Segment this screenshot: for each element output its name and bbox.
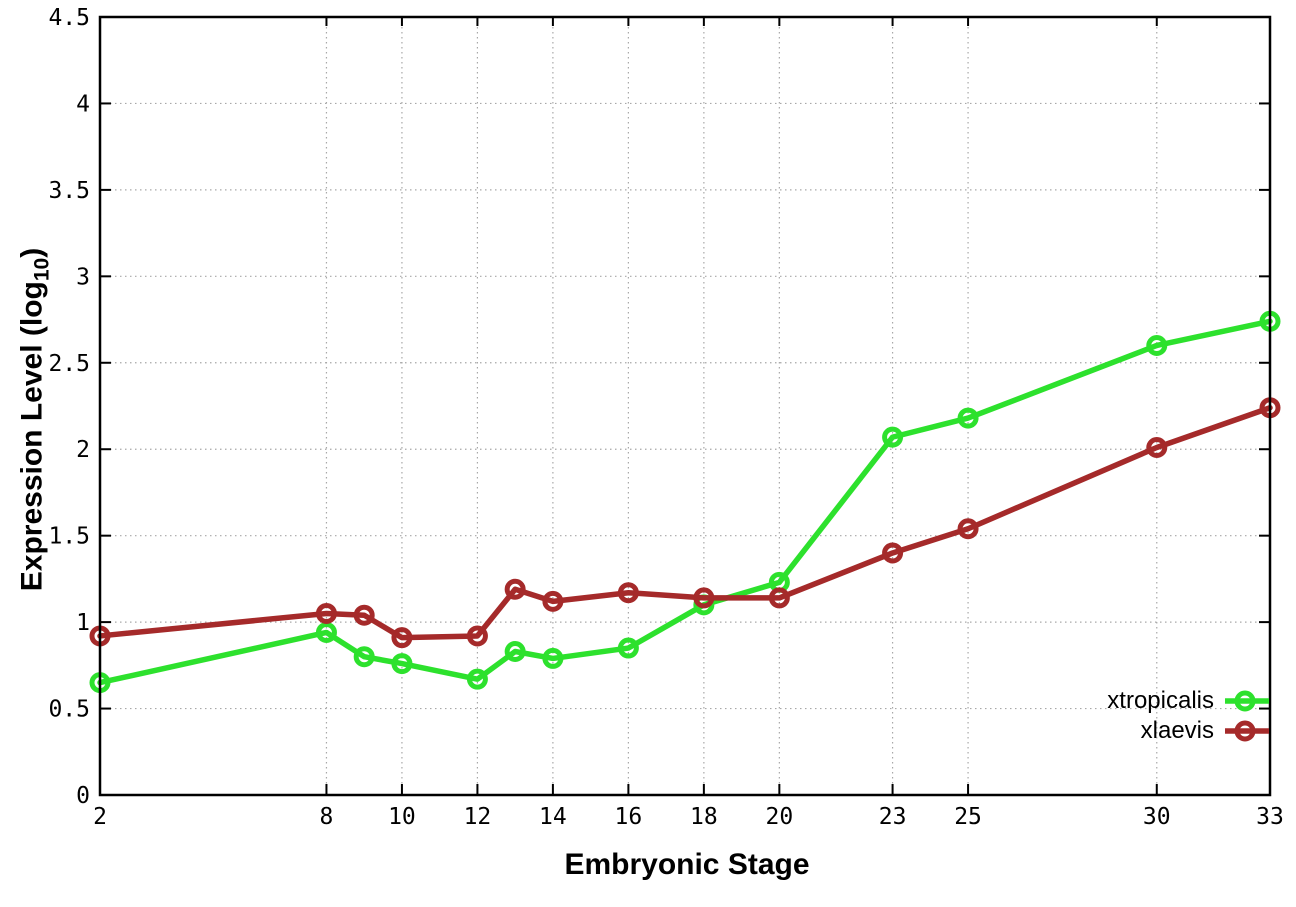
legend-label-xlaevis: xlaevis <box>1140 717 1214 744</box>
series-xlaevis-point <box>315 602 337 624</box>
series-xtropicalis-point <box>353 646 375 668</box>
series-xtropicalis-point <box>542 647 564 669</box>
tick-marks <box>99 16 1271 796</box>
series-xlaevis-point <box>882 542 904 564</box>
plot-border <box>98 15 1272 797</box>
svg-text:30: 30 <box>1143 804 1171 830</box>
svg-text:14: 14 <box>539 804 567 830</box>
svg-text:20: 20 <box>766 804 794 830</box>
series-xtropicalis-point <box>617 637 639 659</box>
series-xlaevis-point <box>957 518 979 540</box>
svg-text:3.5: 3.5 <box>48 178 90 204</box>
y-axis-title: Expression Level (log10) <box>16 220 55 620</box>
svg-text:4: 4 <box>76 91 90 117</box>
svg-text:12: 12 <box>464 804 492 830</box>
series-xlaevis-point <box>391 627 413 649</box>
gridlines <box>100 17 1270 795</box>
series-xlaevis-point <box>504 578 526 600</box>
xlaevis-legend-marker-icon <box>1225 720 1269 742</box>
legend: xtropicalis xlaevis <box>1107 686 1272 746</box>
series-xlaevis-point <box>466 625 488 647</box>
series-xlaevis-point <box>617 582 639 604</box>
series-xtropicalis <box>89 310 1281 694</box>
svg-text:2: 2 <box>76 437 90 463</box>
svg-text:18: 18 <box>690 804 718 830</box>
legend-label-xtropicalis: xtropicalis <box>1107 687 1214 714</box>
svg-text:2: 2 <box>93 804 107 830</box>
svg-text:0: 0 <box>76 783 90 809</box>
svg-text:4.5: 4.5 <box>48 5 90 31</box>
series-xlaevis-point <box>768 587 790 609</box>
series-xtropicalis-line <box>97 318 1273 686</box>
series-xtropicalis-point <box>882 426 904 448</box>
svg-text:8: 8 <box>320 804 334 830</box>
series-xtropicalis-point <box>1146 334 1168 356</box>
series-xtropicalis-point <box>315 621 337 643</box>
series-xlaevis-point <box>693 587 715 609</box>
svg-text:2.5: 2.5 <box>48 351 90 377</box>
series-xlaevis-line <box>97 404 1273 641</box>
series-xtropicalis-point <box>466 668 488 690</box>
xtropicalis-legend-marker-icon <box>1225 690 1269 712</box>
legend-item-xlaevis: xlaevis <box>1107 716 1272 746</box>
series-xlaevis <box>89 397 1281 649</box>
series-xlaevis-point <box>1146 436 1168 458</box>
x-tick-labels: 2 8 10 12 14 16 18 20 23 25 30 33 <box>93 804 1284 830</box>
series-xtropicalis-point <box>957 407 979 429</box>
series-xlaevis-point <box>353 604 375 626</box>
series-xtropicalis-point <box>504 641 526 663</box>
y-axis-title-subscript: 10 <box>30 257 54 282</box>
series-xtropicalis-point <box>391 653 413 675</box>
svg-text:25: 25 <box>954 804 982 830</box>
svg-text:3: 3 <box>76 264 90 290</box>
y-axis-title-suffix: ) <box>15 247 49 258</box>
svg-text:33: 33 <box>1256 804 1284 830</box>
y-axis-title-text: Expression Level (log <box>15 281 49 592</box>
svg-text:0.5: 0.5 <box>48 697 90 723</box>
y-tick-labels: 0 0.5 1 1.5 2 2.5 3 3.5 4 4.5 <box>48 5 90 809</box>
svg-text:16: 16 <box>615 804 643 830</box>
svg-text:10: 10 <box>388 804 416 830</box>
x-axis-title: Embryonic Stage <box>564 848 810 881</box>
svg-text:1: 1 <box>76 610 90 636</box>
series-xlaevis-point <box>542 590 564 612</box>
legend-item-xtropicalis: xtropicalis <box>1107 686 1272 716</box>
svg-text:1.5: 1.5 <box>48 524 90 550</box>
svg-text:23: 23 <box>879 804 907 830</box>
